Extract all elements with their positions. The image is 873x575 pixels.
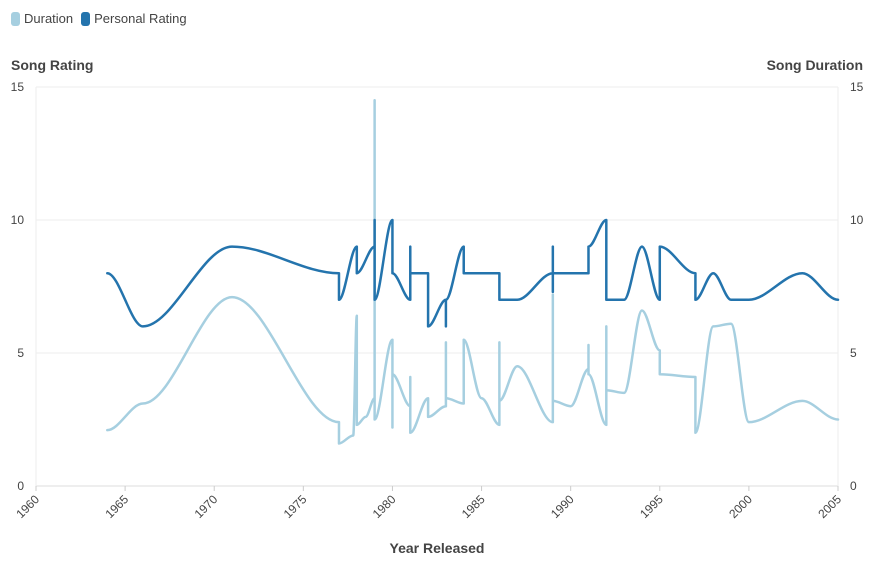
y-tick-label-right: 15: [850, 80, 864, 94]
y-tick-label-left: 5: [17, 346, 24, 360]
series-line-personal-rating[interactable]: [106, 218, 840, 328]
x-tick-label: 2005: [815, 492, 844, 521]
legend-swatch-duration: [11, 11, 20, 26]
grid-lines: [35, 86, 839, 487]
legend-label-duration: Duration: [24, 11, 74, 26]
legend-item-duration[interactable]: Duration: [11, 11, 73, 26]
x-tick-label: 1970: [192, 492, 221, 521]
x-tick-label: 1960: [13, 492, 42, 521]
x-tick-label: 1985: [459, 492, 488, 521]
legend: Duration Personal Rating: [11, 11, 195, 26]
x-axis-label: Year Released: [390, 540, 485, 556]
x-tick-label: 1995: [637, 492, 666, 521]
x-tick-label: 2000: [726, 492, 755, 521]
y-tick-label-left: 0: [17, 479, 24, 493]
y-tick-label-left: 15: [11, 80, 25, 94]
x-tick-label: 1965: [102, 492, 131, 521]
legend-item-personal-rating[interactable]: Personal Rating: [81, 11, 187, 26]
x-tick-label: 1975: [281, 492, 310, 521]
series-line-duration[interactable]: [106, 99, 840, 445]
series-lines: [106, 99, 840, 445]
y-axis-label-left: Song Rating: [11, 57, 93, 73]
x-tick-label: 1990: [548, 492, 577, 521]
y-axis-label-right: Song Duration: [767, 57, 863, 73]
y-tick-label-right: 0: [850, 479, 857, 493]
y-tick-label-left: 10: [11, 213, 25, 227]
x-tick-label: 1980: [370, 492, 399, 521]
legend-label-personal-rating: Personal Rating: [94, 11, 187, 26]
legend-swatch-personal-rating: [81, 11, 91, 26]
y-tick-label-right: 10: [850, 213, 864, 227]
y-tick-label-right: 5: [850, 346, 857, 360]
